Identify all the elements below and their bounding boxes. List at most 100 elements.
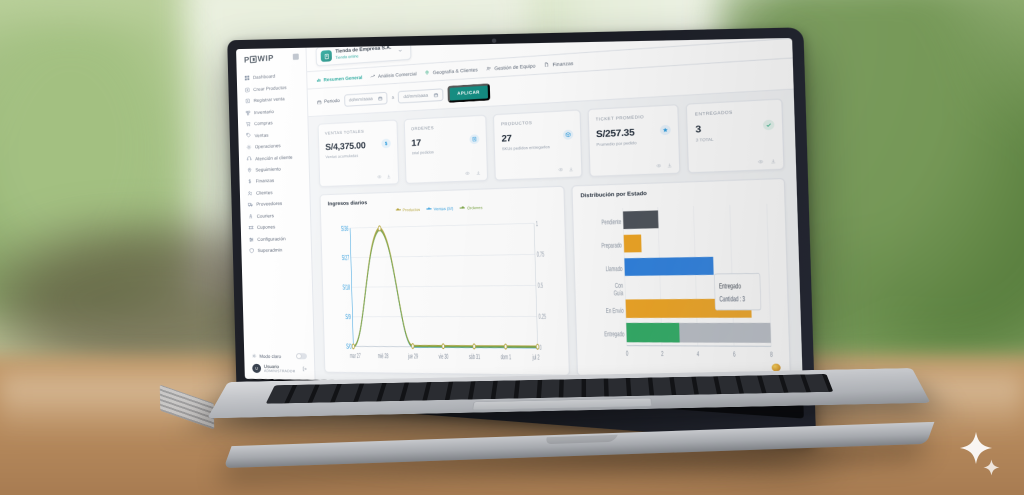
download-icon[interactable] [476,171,481,176]
svg-text:S/0: S/0 [346,343,352,351]
tab-gestion-de-equipo[interactable]: Gestión de Equipo [486,61,535,73]
dollar-icon [247,179,252,184]
main-area: Tienda de Empresa S.A. Tienda online Adm… [306,37,803,388]
eye-icon[interactable] [656,164,661,169]
date-to-input[interactable]: dd/mm/aaaa [398,88,444,104]
svg-text:S/18: S/18 [342,284,350,292]
sidebar-label: Crear Productos [253,84,287,92]
kpi-actions [696,159,775,167]
eye-icon[interactable] [377,175,382,180]
ticket-icon [248,225,253,230]
logo-o-icon [250,55,258,64]
bar-chart[interactable]: Pendiente Preparado Llamado Con Guía En … [581,196,783,373]
logo-text-p: P [243,55,250,65]
svg-text:0: 0 [626,350,629,358]
calendar-icon[interactable] [433,93,438,98]
truck-icon [248,202,253,207]
file-icon [544,62,549,67]
kpi-card-entregados[interactable]: ENTREGADOS 3 3 TOTAL [686,98,785,174]
download-icon[interactable] [387,174,392,179]
kpi-subtitle: SKUs pedidos entregados [501,144,550,152]
logout-icon[interactable] [302,366,307,371]
trackpad [472,397,653,411]
legend-item-ventas[interactable]: Ventas (S/) [426,206,453,211]
svg-text:4: 4 [696,350,699,358]
kpi-actions [502,167,574,175]
bar-pendiente [622,210,659,229]
sidebar-label: Clientes [255,189,273,196]
cart-icon [246,121,251,126]
screen-content: P WIP Dashboard [236,37,803,388]
legend-label: Productos [402,207,421,213]
apply-filter-button[interactable]: APLICAR [447,83,490,103]
calendar-icon[interactable] [378,96,382,101]
trend-up-icon [371,74,376,79]
period-label-group: Periodo [317,98,340,105]
laptop-screen-bezel: P WIP Dashboard [236,37,804,419]
line-chart-svg: S/0 S/9 S/18 S/27 S/36 0 [341,209,546,362]
tab-analisis-comercial[interactable]: Análisis Comercial [370,69,417,80]
tab-finanzas[interactable]: Finanzas [544,58,573,69]
eye-icon[interactable] [558,168,563,173]
legend-label: Ventas (S/) [433,206,454,212]
download-icon[interactable] [569,167,574,172]
hamburger-icon[interactable] [292,52,299,60]
box-icon [562,129,574,140]
svg-text:mar 27: mar 27 [350,352,361,360]
kpi-card-ordenes[interactable]: ORDENES 17 total pedidos [403,114,489,184]
kpi-actions [412,171,480,178]
kpi-value: 3 [695,122,702,135]
kpi-subtitle: 3 TOTAL [695,137,714,143]
kpi-card-ticket-promedio[interactable]: TICKET PROMEDIO S/257.35 Promedio por pe… [587,103,681,177]
y-axis-category-labels: Pendiente Preparado Llamado Con Guía En … [601,218,625,339]
dashboard-content: VENTAS TOTALES S/4,375.00 Ventas acumula… [308,89,803,387]
download-icon[interactable] [667,163,672,168]
kpi-card-productos[interactable]: PRODUCTOS 27 SKUs pedidos entregados [493,109,583,181]
store-selector[interactable]: Tienda de Empresa S.A. Tienda online [315,39,412,67]
kpi-value: 17 [411,136,422,148]
date-from-input[interactable]: dd/mm/aaaa [343,91,388,107]
kpi-subtitle: Ventas acumuladas [325,153,359,160]
svg-text:8: 8 [770,351,773,360]
legend-swatch [426,208,432,211]
line-chart[interactable]: S/0 S/9 S/18 S/27 S/36 0 [328,209,560,368]
svg-text:mié 28: mié 28 [378,353,389,361]
receipt-icon [469,133,480,145]
plus-box-icon [245,87,250,93]
eye-icon[interactable] [465,171,470,176]
user-profile-row[interactable]: U Usuario ADMINISTRADOR [252,362,307,374]
theme-mode-row[interactable]: Modo claro [252,350,308,362]
tooltip-row: Cantidad : 3 [719,295,745,304]
kpi-title: ORDENES [410,124,434,132]
chevron-down-icon[interactable] [397,48,402,54]
chart-bar-icon [316,77,321,82]
sliders-icon [249,237,254,242]
tab-geografia-clientes[interactable]: Geografía & Clientes [425,65,478,77]
sidebar: P WIP Dashboard [236,43,316,380]
store-icon [320,50,332,63]
users-icon [248,191,253,196]
sidebar-label: Cupones [256,224,276,231]
user-role: ADMINISTRADOR [263,368,296,374]
legend-item-ordenes[interactable]: Órdenes [459,205,483,211]
tab-resumen-general[interactable]: Resumen General [316,73,362,84]
chart-tooltip: Entregado Cantidad : 3 [714,273,761,310]
sidebar-item-dashboard[interactable]: Dashboard [237,68,307,84]
app-logo[interactable]: P WIP [244,53,274,64]
kpi-cards-row: VENTAS TOTALES S/4,375.00 Ventas acumula… [317,98,785,187]
sparkle-icon [959,431,1000,476]
sun-icon [252,353,257,358]
kpi-actions [597,163,672,171]
kpi-card-ventas-totales[interactable]: VENTAS TOTALES S/4,375.00 Ventas acumula… [317,119,399,187]
svg-text:Entregado: Entregado [604,331,625,339]
kpi-title: ENTREGADOS [694,108,733,117]
legend-item-productos[interactable]: Productos [395,207,420,212]
headset-icon [247,156,252,161]
theme-mode-toggle[interactable] [295,353,308,360]
legend-label: Órdenes [466,205,483,211]
download-icon[interactable] [770,159,776,164]
sidebar-item-superadmin[interactable]: Superadmin [241,244,311,257]
eye-icon[interactable] [758,160,764,165]
logo-text-wip: WIP [257,53,275,64]
